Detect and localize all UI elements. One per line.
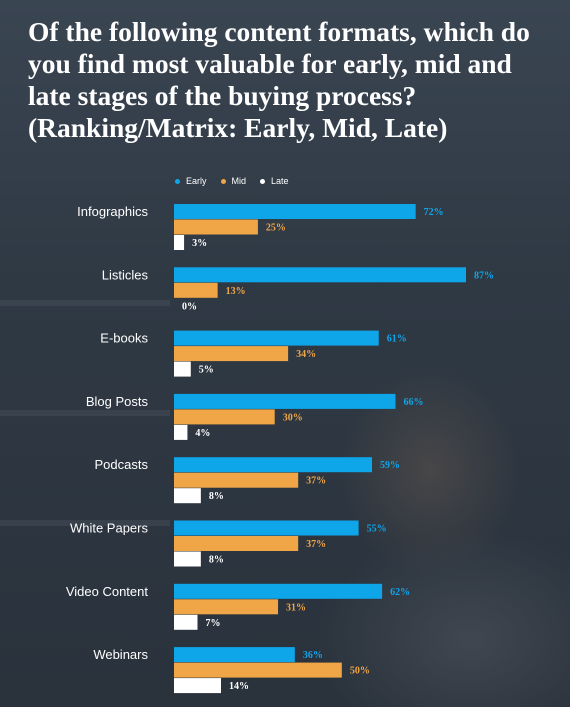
data-label-early: 62% [390,587,410,598]
category-label: Webinars [93,647,148,662]
legend-swatch-late [260,178,266,184]
shelf-decoration [0,300,170,306]
data-label-late: 5% [199,365,214,376]
bar-early [174,204,416,219]
data-label-late: 4% [195,428,210,439]
data-label-early: 36% [303,650,323,661]
bar-early [174,520,359,536]
data-label-early: 59% [380,460,400,471]
data-label-late: 7% [205,618,220,629]
bar-mid [174,599,279,615]
legend-label-early: Early [186,176,207,186]
data-label-late: 8% [209,491,224,502]
data-label-early: 66% [404,397,424,408]
data-label-early: 87% [474,270,494,281]
category-label: Video Content [66,584,149,599]
data-label-mid: 25% [266,223,286,234]
legend-label-late: Late [271,176,289,186]
legend-swatch-early [175,178,180,184]
data-label-mid: 37% [306,476,326,487]
data-label-mid: 37% [306,539,326,550]
data-label-early: 61% [387,334,407,345]
data-label-mid: 31% [286,602,306,613]
legend-item-mid: Mid [220,176,247,186]
category-label: White Papers [70,521,149,536]
data-label-early: 72% [424,207,444,218]
legend-label-mid: Mid [231,176,247,186]
bar-early [174,393,396,409]
bar-late [174,614,198,630]
data-label-mid: 13% [226,286,246,297]
bar-late [174,551,201,567]
data-label-late: 3% [192,238,207,249]
bar-early [174,647,295,663]
shelf-decoration [0,410,170,416]
category-label: Blog Posts [86,394,149,409]
bar-mid [174,662,342,678]
data-label-late: 14% [229,681,249,692]
bar-late [174,424,188,440]
bar-mid [174,409,275,425]
shelf-decoration [0,520,170,526]
category-label: Infographics [77,204,148,219]
bar-early [174,330,379,346]
bar-early [174,267,466,283]
data-label-late: 0% [182,301,197,312]
category-label: Listicles [102,267,149,282]
data-label-early: 55% [367,524,387,535]
legend-item-late: Late [260,176,289,186]
data-label-mid: 34% [296,349,316,360]
bar-mid [174,472,299,488]
bar-mid [174,282,218,298]
bar-mid [174,536,299,551]
data-label-mid: 50% [350,666,370,677]
data-label-mid: 30% [283,412,303,423]
data-label-late: 8% [209,555,224,566]
legend-item-early: Early [175,176,207,186]
bar-early [174,583,383,599]
chart-title: Of the following content formats, which … [28,16,530,143]
category-label: E-books [100,331,148,346]
bar-mid [174,346,289,362]
bar-mid [174,219,258,235]
bar-late [174,678,221,694]
bar-late [174,235,185,250]
category-label: Podcasts [95,457,149,472]
legend-swatch-mid [220,178,226,184]
chart-legend: Early Mid Late [175,176,289,186]
bar-early [174,457,373,473]
bar-late [174,488,201,504]
bar-late [174,361,191,377]
